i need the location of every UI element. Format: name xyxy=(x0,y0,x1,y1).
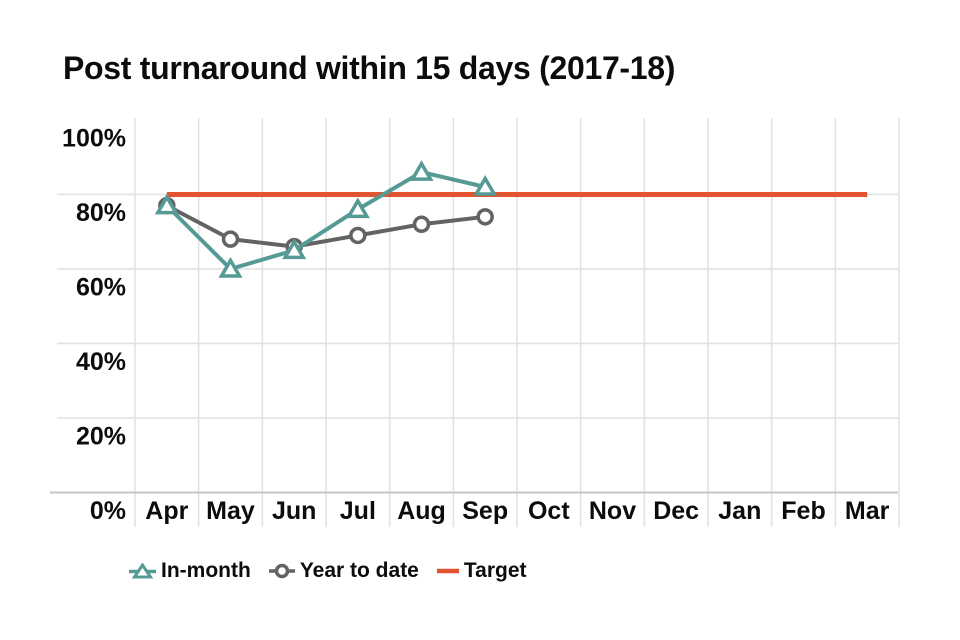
circle-marker xyxy=(412,215,431,234)
triangle-marker xyxy=(218,256,243,278)
x-tick-label: Aug xyxy=(397,497,446,525)
y-tick-label: 80% xyxy=(76,199,126,227)
circle-marker xyxy=(476,208,494,226)
y-tick-label: 60% xyxy=(76,273,126,301)
y-tick-label: 0% xyxy=(90,497,126,525)
target-marker-icon xyxy=(436,568,459,574)
triangle-marker xyxy=(282,238,307,260)
legend-label: Year to date xyxy=(299,559,419,582)
x-tick-label: May xyxy=(206,497,255,525)
circle-marker xyxy=(221,230,240,248)
series-line-year-to-date xyxy=(164,203,488,249)
x-tick-label: Sep xyxy=(462,497,508,525)
y-tick-label: 40% xyxy=(76,348,126,376)
y-tick-label: 20% xyxy=(76,422,126,450)
legend-item-in-month: In-month xyxy=(129,559,251,583)
x-tick-label: Mar xyxy=(845,497,890,525)
x-tick-label: Dec xyxy=(653,497,699,525)
series-line-in-month xyxy=(164,170,488,271)
legend-label: Target xyxy=(463,559,527,582)
triangle-marker xyxy=(345,197,370,219)
y-tick-label: 100% xyxy=(62,124,126,152)
x-tick-label: Oct xyxy=(528,497,570,525)
triangle-marker xyxy=(473,175,498,196)
in-month-marker-icon xyxy=(129,563,156,579)
chart-title: Post turnaround within 15 days (2017-18) xyxy=(63,50,676,86)
x-tick-label: Jan xyxy=(718,497,761,525)
x-tick-label: Jun xyxy=(272,497,316,525)
legend-item-year-to-date: Year to date xyxy=(268,559,419,583)
x-tick-label: Nov xyxy=(589,497,636,525)
x-tick-label: Apr xyxy=(145,497,188,525)
chart-legend: In-month Year to date Target xyxy=(129,556,527,586)
x-tick-label: Jul xyxy=(340,497,376,525)
year-to-date-marker-icon xyxy=(268,563,295,579)
legend-label: In-month xyxy=(161,559,251,582)
circle-marker xyxy=(349,226,367,245)
triangle-marker xyxy=(409,160,434,181)
triangle-marker xyxy=(154,193,179,215)
x-tick-label: Feb xyxy=(781,497,825,525)
legend-item-target: Target xyxy=(436,559,527,583)
